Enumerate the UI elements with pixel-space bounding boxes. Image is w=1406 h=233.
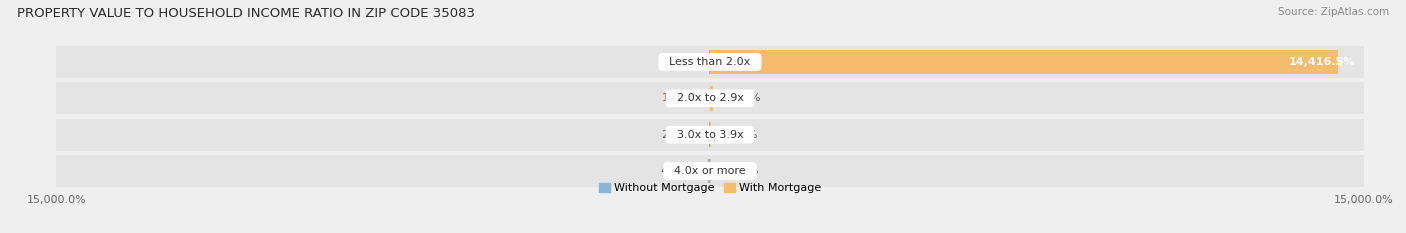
Bar — [56, 46, 1364, 78]
Text: 14,416.5%: 14,416.5% — [1289, 57, 1355, 67]
Bar — [709, 159, 710, 183]
Text: 21.1%: 21.1% — [662, 130, 697, 140]
Bar — [56, 82, 1364, 114]
Text: 45.2%: 45.2% — [661, 166, 696, 176]
Text: PROPERTY VALUE TO HOUSEHOLD INCOME RATIO IN ZIP CODE 35083: PROPERTY VALUE TO HOUSEHOLD INCOME RATIO… — [17, 7, 475, 20]
Text: 3.0x to 3.9x: 3.0x to 3.9x — [669, 130, 751, 140]
Bar — [56, 119, 1364, 151]
Text: 11.6%: 11.6% — [662, 93, 697, 103]
Bar — [56, 155, 1364, 187]
Bar — [710, 86, 713, 111]
Text: 4.0x or more: 4.0x or more — [668, 166, 752, 176]
Text: Less than 2.0x: Less than 2.0x — [662, 57, 758, 67]
Bar — [710, 50, 1339, 74]
Text: 21.5%: 21.5% — [723, 166, 759, 176]
Text: Source: ZipAtlas.com: Source: ZipAtlas.com — [1278, 7, 1389, 17]
Legend: Without Mortgage, With Mortgage: Without Mortgage, With Mortgage — [595, 178, 825, 197]
Text: 57.2%: 57.2% — [724, 93, 761, 103]
Text: 22.1%: 22.1% — [661, 57, 697, 67]
Text: 2.0x to 2.9x: 2.0x to 2.9x — [669, 93, 751, 103]
Text: 18.1%: 18.1% — [723, 130, 758, 140]
